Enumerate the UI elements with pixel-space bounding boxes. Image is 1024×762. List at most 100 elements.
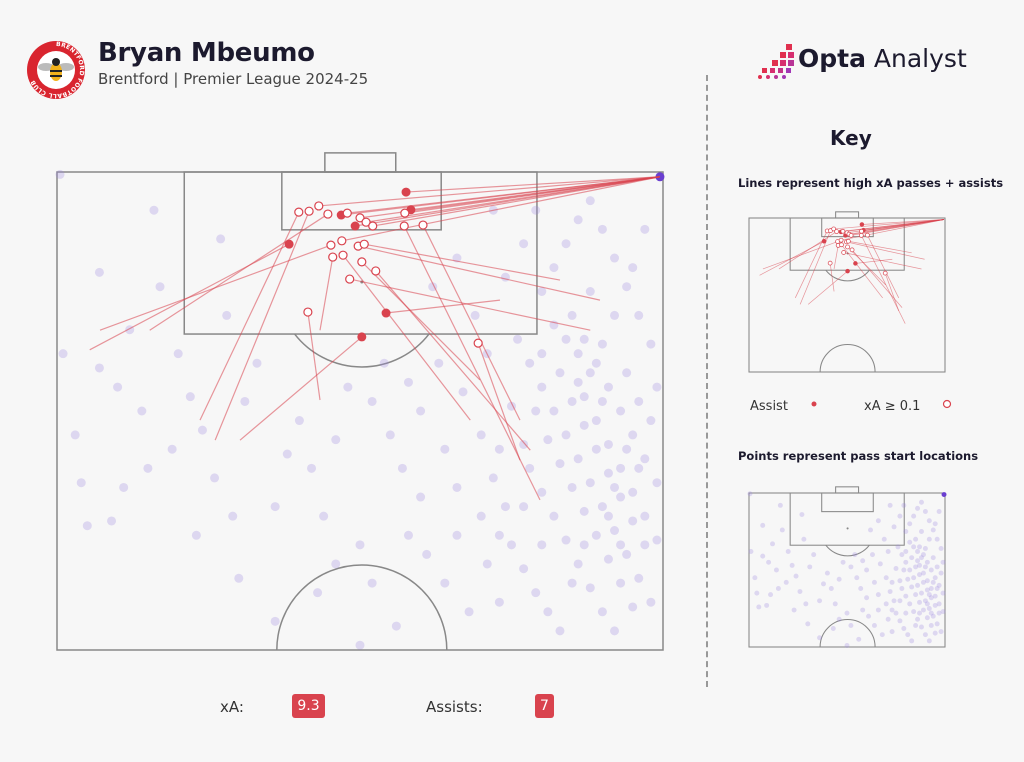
pass-start-point xyxy=(270,616,280,626)
pass-start-point xyxy=(928,567,934,573)
pass-start-point xyxy=(864,595,870,601)
pass-start-point xyxy=(313,588,323,598)
pass-start-point xyxy=(785,549,791,554)
center-circle xyxy=(276,564,448,651)
pass-start-point xyxy=(537,349,547,359)
legend-assist: Assist xyxy=(750,398,822,414)
pass-start-point xyxy=(555,626,565,636)
pass-start-point xyxy=(811,552,817,558)
pass-line xyxy=(404,176,661,214)
pass-start-point xyxy=(924,601,930,607)
pass-start-point xyxy=(537,540,547,550)
xa-pass-end-point xyxy=(337,236,347,246)
pass-start-point xyxy=(622,282,632,292)
pass-start-point xyxy=(573,215,583,225)
pass-start-point xyxy=(919,590,924,596)
brand-light: Analyst xyxy=(865,44,967,73)
pass-start-point xyxy=(919,624,924,630)
pass-start-point xyxy=(940,559,946,565)
pass-start-point xyxy=(932,630,938,636)
xa-pass-end-point xyxy=(839,242,844,248)
pass-start-point xyxy=(922,564,928,570)
pass-start-point xyxy=(917,572,922,578)
xa-pass-end-point xyxy=(359,239,369,249)
pass-start-point xyxy=(777,502,783,508)
xa-pass-end-point xyxy=(846,238,851,244)
pass-start-point xyxy=(913,592,919,598)
pass-start-point xyxy=(567,578,577,588)
pass-start-point xyxy=(603,382,613,392)
pass-start-point xyxy=(760,553,766,559)
pass-start-point xyxy=(903,529,909,534)
penalty-arc xyxy=(825,544,870,557)
pass-start-point xyxy=(832,601,838,607)
pass-start-point xyxy=(628,430,638,440)
pass-start-point xyxy=(897,513,903,519)
pass-start-point xyxy=(897,578,903,584)
pass-start-point xyxy=(905,632,911,638)
pass-start-point xyxy=(907,567,913,573)
pass-start-point xyxy=(885,616,891,622)
pass-start-point xyxy=(936,610,942,616)
xa-pass-end-point xyxy=(368,221,378,231)
pass-start-point xyxy=(191,530,201,540)
pass-start-point xyxy=(875,518,881,524)
pass-line xyxy=(349,278,591,331)
pass-start-point xyxy=(519,502,529,512)
pass-start-point xyxy=(646,416,656,426)
pass-start-point xyxy=(901,567,907,573)
pass-start-point xyxy=(252,358,262,368)
pass-start-point xyxy=(488,473,498,483)
pass-start-point xyxy=(909,555,915,561)
penalty-box xyxy=(789,492,905,546)
xa-pass-end-point xyxy=(848,233,854,238)
pass-start-point xyxy=(922,509,928,514)
pass-line xyxy=(833,245,839,270)
pass-start-point xyxy=(928,595,934,601)
xa-pass-end-point xyxy=(400,208,410,218)
pass-start-point xyxy=(924,578,930,584)
pass-start-point xyxy=(573,377,583,387)
pass-start-point xyxy=(917,562,922,568)
team-season-subtitle: Brentford | Premier League 2024-25 xyxy=(98,70,369,88)
pass-start-point xyxy=(866,613,872,619)
pass-start-point xyxy=(893,610,899,616)
pass-start-point xyxy=(913,564,919,570)
pass-start-point xyxy=(616,492,626,502)
pass-start-point xyxy=(597,396,607,406)
pass-line xyxy=(851,219,945,236)
xa-pass-end-point xyxy=(858,233,864,238)
pass-start-point xyxy=(903,549,909,554)
pass-start-point xyxy=(652,382,662,392)
pass-start-point xyxy=(926,536,932,542)
pass-start-point xyxy=(920,607,926,613)
pass-start-point xyxy=(500,272,510,282)
pass-start-point xyxy=(936,601,942,607)
pass-start-point xyxy=(573,349,583,359)
xa-marker-icon xyxy=(942,399,951,409)
pass-start-point xyxy=(573,559,583,569)
pass-start-point xyxy=(764,602,770,608)
pass-line xyxy=(422,224,521,421)
pass-start-point xyxy=(579,540,589,550)
pass-line xyxy=(319,256,334,331)
pass-start-point xyxy=(579,420,589,430)
pass-line xyxy=(99,244,332,331)
opta-analyst-logo-mark xyxy=(758,44,794,79)
pass-start-point xyxy=(885,549,891,554)
pass-start-point xyxy=(760,522,766,528)
assist-end-point xyxy=(381,308,391,318)
pass-start-point xyxy=(913,622,919,628)
pass-start-point xyxy=(610,626,620,636)
pass-line xyxy=(406,176,661,193)
pass-start-point xyxy=(926,518,932,524)
pass-start-point xyxy=(591,444,601,454)
pass-start-point xyxy=(543,435,553,445)
xa-pass-end-point xyxy=(399,221,409,231)
xa-value-badge: 9.3 xyxy=(292,694,325,718)
pass-start-point xyxy=(926,606,932,611)
pass-start-point xyxy=(173,349,183,359)
pass-start-point xyxy=(789,562,795,568)
pass-start-point xyxy=(531,205,541,215)
pass-start-point xyxy=(355,540,365,550)
